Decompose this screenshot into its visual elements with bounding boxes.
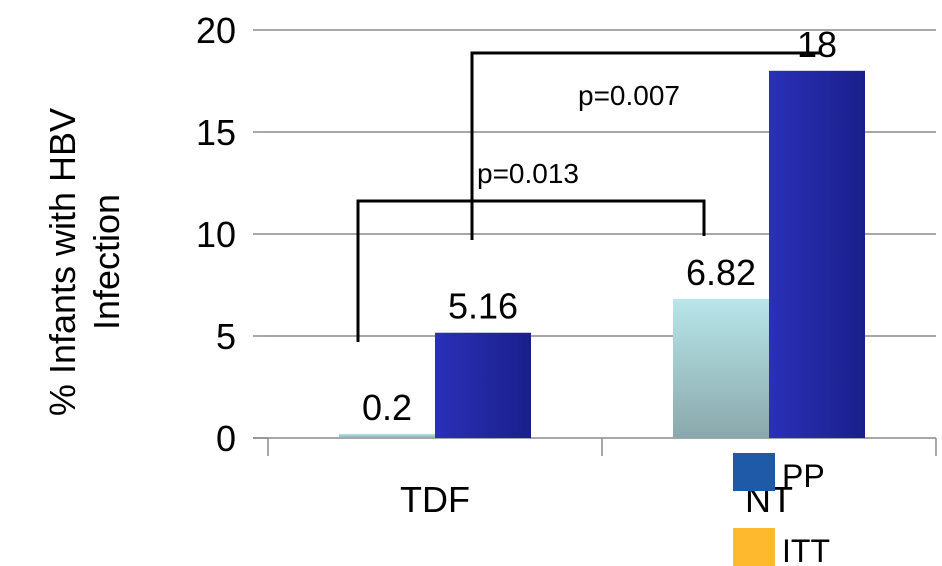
y-tick-label: 15 xyxy=(196,112,236,153)
legend-label-pp: PP xyxy=(782,458,825,494)
y-tick-label: 10 xyxy=(196,214,236,255)
y-axis-title-line-2: Infection xyxy=(86,194,127,330)
data-label-itt-nt: 6.82 xyxy=(686,252,756,293)
data-labels: 0.2 6.82 5.16 18 xyxy=(362,24,837,428)
annotation-p-pp: p=0.007 xyxy=(578,80,680,111)
data-label-pp-tdf: 5.16 xyxy=(448,286,518,327)
y-axis-title-line-1: % Infants with HBV xyxy=(42,108,83,416)
y-axis: 0 5 10 15 20 xyxy=(196,10,268,459)
legend: PP ITT xyxy=(733,453,830,566)
bar-itt-nt xyxy=(673,298,769,438)
bar-pp-nt xyxy=(769,70,865,439)
data-label-pp-nt: 18 xyxy=(797,24,837,65)
y-axis-title: % Infants with HBV Infection xyxy=(42,108,127,416)
legend-swatch-itt xyxy=(733,528,775,566)
bar-itt-tdf xyxy=(339,433,435,438)
bar-pp-tdf xyxy=(435,332,531,438)
data-label-itt-tdf: 0.2 xyxy=(362,387,412,428)
bracket-itt xyxy=(356,199,706,342)
bracket-pp xyxy=(470,51,820,240)
y-tick-label: 5 xyxy=(216,316,236,357)
annotation-p-itt: p=0.013 xyxy=(477,158,579,189)
y-tick-label: 20 xyxy=(196,10,236,51)
legend-label-itt: ITT xyxy=(782,533,830,566)
y-tick-label: 0 xyxy=(216,418,236,459)
bars xyxy=(339,70,865,439)
legend-swatch-pp xyxy=(733,453,775,491)
category-label-tdf: TDF xyxy=(400,479,470,520)
